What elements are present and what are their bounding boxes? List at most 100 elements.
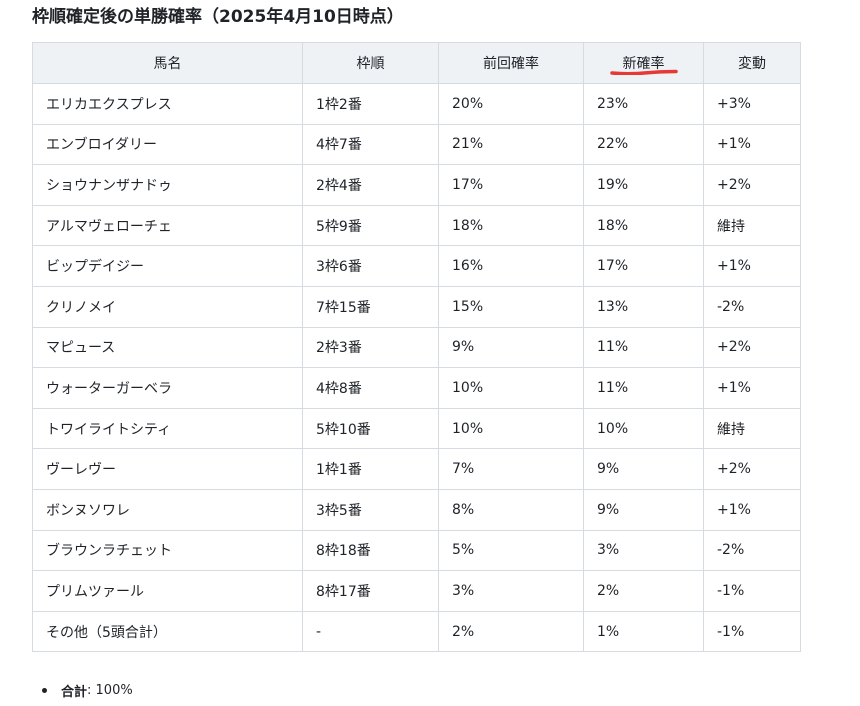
change-cell: +1% <box>703 245 801 287</box>
summary-value: : 100% <box>87 683 133 698</box>
page-title: 枠順確定後の単勝確率（2025年4月10日時点） <box>32 7 404 27</box>
table-row: トワイライトシティ 5枠10番 10% 10% 維持 <box>32 407 801 450</box>
change-cell: +3% <box>703 83 801 125</box>
previous-probability-cell: 2% <box>438 610 584 653</box>
change-cell: -2% <box>703 285 801 328</box>
post-position-cell: 3枠5番 <box>302 488 439 531</box>
horse-name-cell: その他（5頭合計） <box>32 610 303 653</box>
change-cell: +1% <box>703 123 801 166</box>
table-row: ヴーレヴー 1枠1番 7% 9% +2% <box>32 448 801 490</box>
new-probability-cell: 18% <box>583 204 704 247</box>
previous-probability-cell: 10% <box>438 367 584 409</box>
header-new-probability-label: 新確率 <box>622 56 665 72</box>
bullet-icon <box>42 688 47 693</box>
header-change: 変動 <box>703 42 801 84</box>
previous-probability-cell: 17% <box>438 164 584 206</box>
previous-probability-cell: 16% <box>438 245 584 287</box>
new-probability-cell: 19% <box>583 164 704 206</box>
post-position-cell: 8枠17番 <box>302 570 439 612</box>
new-probability-cell: 3% <box>583 529 704 572</box>
table-row: ビップデイジー 3枠6番 16% 17% +1% <box>32 245 801 287</box>
post-position-cell: 5枠9番 <box>302 204 439 247</box>
change-cell: 維持 <box>703 204 801 247</box>
table-row: ウォーターガーベラ 4枠8番 10% 11% +1% <box>32 367 801 409</box>
new-probability-cell: 2% <box>583 570 704 612</box>
horse-name-cell: エリカエクスプレス <box>32 83 303 125</box>
table-row: ブラウンラチェット 8枠18番 5% 3% -2% <box>32 529 801 572</box>
previous-probability-cell: 9% <box>438 326 584 369</box>
header-horse-name: 馬名 <box>32 42 303 84</box>
previous-probability-cell: 18% <box>438 204 584 247</box>
table-row: ショウナンザナドゥ 2枠4番 17% 19% +2% <box>32 164 801 206</box>
post-position-cell: 5枠10番 <box>302 407 439 450</box>
horse-name-cell: ウォーターガーベラ <box>32 367 303 409</box>
horse-name-cell: エンブロイダリー <box>32 123 303 166</box>
horse-name-cell: ヴーレヴー <box>32 448 303 490</box>
new-probability-cell: 9% <box>583 448 704 490</box>
previous-probability-cell: 20% <box>438 83 584 125</box>
previous-probability-cell: 5% <box>438 529 584 572</box>
table-row: アルマヴェローチェ 5枠9番 18% 18% 維持 <box>32 204 801 247</box>
table-row: エリカエクスプレス 1枠2番 20% 23% +3% <box>32 83 801 125</box>
change-cell: +2% <box>703 164 801 206</box>
horse-name-cell: アルマヴェローチェ <box>32 204 303 247</box>
change-cell: 維持 <box>703 407 801 450</box>
table-row: クリノメイ 7枠15番 15% 13% -2% <box>32 285 801 328</box>
post-position-cell: 2枠3番 <box>302 326 439 369</box>
post-position-cell: 8枠18番 <box>302 529 439 572</box>
table-row: ボンヌソワレ 3枠5番 8% 9% +1% <box>32 488 801 531</box>
post-position-cell: 4枠8番 <box>302 367 439 409</box>
win-probability-table: 馬名 枠順 前回確率 新確率 変動 エリカエクスプレス 1枠2番 20% 23% +3%… <box>32 42 801 653</box>
change-cell: -1% <box>703 570 801 612</box>
post-position-cell: 3枠6番 <box>302 245 439 287</box>
change-cell: -2% <box>703 529 801 572</box>
previous-probability-cell: 8% <box>438 488 584 531</box>
post-position-cell: - <box>302 610 439 653</box>
table-body: エリカエクスプレス 1枠2番 20% 23% +3% エンブロイダリー 4枠7番 21% 22%… <box>32 83 801 653</box>
new-probability-cell: 11% <box>583 367 704 409</box>
previous-probability-cell: 21% <box>438 123 584 166</box>
change-cell: +1% <box>703 367 801 409</box>
table-row: エンブロイダリー 4枠7番 21% 22% +1% <box>32 123 801 166</box>
new-probability-cell: 11% <box>583 326 704 369</box>
previous-probability-cell: 15% <box>438 285 584 328</box>
horse-name-cell: ボンヌソワレ <box>32 488 303 531</box>
new-probability-cell: 10% <box>583 407 704 450</box>
new-probability-cell: 1% <box>583 610 704 653</box>
post-position-cell: 2枠4番 <box>302 164 439 206</box>
horse-name-cell: プリムツァール <box>32 570 303 612</box>
horse-name-cell: クリノメイ <box>32 285 303 328</box>
change-cell: +2% <box>703 326 801 369</box>
table-row: マピュース 2枠3番 9% 11% +2% <box>32 326 801 369</box>
new-probability-cell: 9% <box>583 488 704 531</box>
horse-name-cell: ビップデイジー <box>32 245 303 287</box>
previous-probability-cell: 3% <box>438 570 584 612</box>
change-cell: +2% <box>703 448 801 490</box>
horse-name-cell: マピュース <box>32 326 303 369</box>
header-previous-probability: 前回確率 <box>438 42 584 84</box>
post-position-cell: 1枠2番 <box>302 83 439 125</box>
summary-list: 合計 : 100% <box>42 681 133 700</box>
change-cell: -1% <box>703 610 801 653</box>
header-post-position: 枠順 <box>302 42 439 84</box>
previous-probability-cell: 7% <box>438 448 584 490</box>
header-new-probability: 新確率 <box>583 42 704 84</box>
change-cell: +1% <box>703 488 801 531</box>
summary-label: 合計 <box>61 685 88 700</box>
post-position-cell: 7枠15番 <box>302 285 439 328</box>
horse-name-cell: トワイライトシティ <box>32 407 303 450</box>
previous-probability-cell: 10% <box>438 407 584 450</box>
new-probability-cell: 13% <box>583 285 704 328</box>
new-probability-cell: 22% <box>583 123 704 166</box>
new-probability-cell: 17% <box>583 245 704 287</box>
red-highlight-underline <box>609 69 678 75</box>
table-row: プリムツァール 8枠17番 3% 2% -1% <box>32 570 801 612</box>
horse-name-cell: ショウナンザナドゥ <box>32 164 303 206</box>
post-position-cell: 1枠1番 <box>302 448 439 490</box>
post-position-cell: 4枠7番 <box>302 123 439 166</box>
table-row: その他（5頭合計） -2% 1% -1% <box>32 610 801 653</box>
table-header-row: 馬名 枠順 前回確率 新確率 変動 <box>32 42 801 84</box>
list-item: 合計 : 100% <box>42 681 133 700</box>
new-probability-cell: 23% <box>583 83 704 125</box>
horse-name-cell: ブラウンラチェット <box>32 529 303 572</box>
